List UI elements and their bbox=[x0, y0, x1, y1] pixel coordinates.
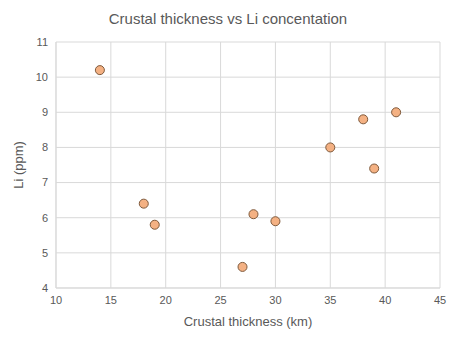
svg-text:7: 7 bbox=[42, 176, 48, 188]
svg-text:Crustal thickness (km): Crustal thickness (km) bbox=[184, 314, 313, 329]
svg-text:10: 10 bbox=[50, 294, 62, 306]
svg-text:15: 15 bbox=[105, 294, 117, 306]
svg-text:25: 25 bbox=[214, 294, 226, 306]
svg-text:5: 5 bbox=[42, 247, 48, 259]
svg-text:45: 45 bbox=[434, 294, 446, 306]
svg-text:10: 10 bbox=[36, 71, 48, 83]
svg-text:9: 9 bbox=[42, 106, 48, 118]
svg-text:Li (ppm): Li (ppm) bbox=[11, 141, 26, 189]
svg-text:11: 11 bbox=[37, 36, 48, 48]
svg-text:4: 4 bbox=[42, 282, 48, 294]
svg-text:8: 8 bbox=[42, 141, 48, 153]
svg-text:20: 20 bbox=[160, 294, 172, 306]
svg-text:40: 40 bbox=[379, 294, 391, 306]
svg-text:6: 6 bbox=[42, 212, 48, 224]
html-text:Crustal thickness vs Li concen: Crustal thickness vs Li concentation bbox=[108, 10, 348, 27]
svg-text:35: 35 bbox=[324, 294, 336, 306]
svg-text:30: 30 bbox=[269, 294, 281, 306]
